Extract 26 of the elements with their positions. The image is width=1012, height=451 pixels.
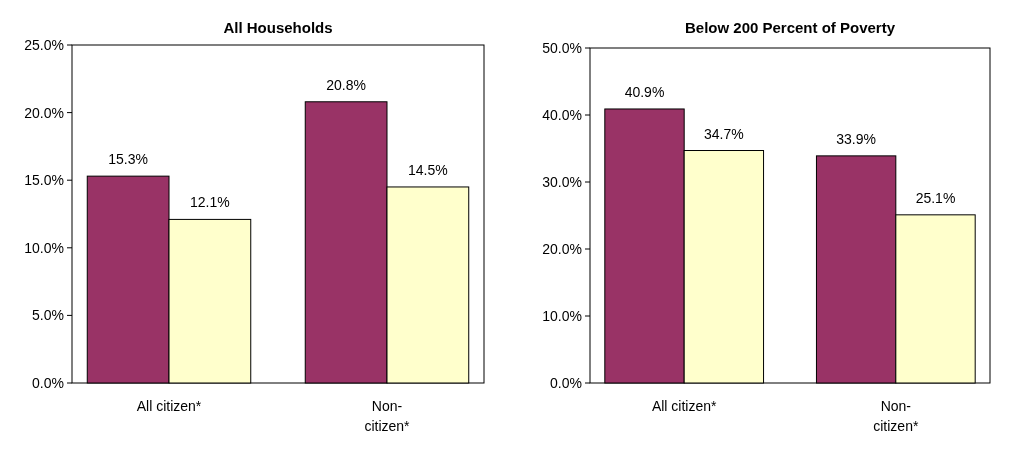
data-label: 34.7% <box>704 125 744 142</box>
y-tick-label: 20.0% <box>542 240 582 257</box>
x-tick-label: Non-citizen* <box>364 398 411 434</box>
chart-title: All Households <box>223 19 333 36</box>
y-tick-label: 0.0% <box>32 374 64 391</box>
x-tick-label: Non-citizen* <box>873 398 919 434</box>
x-tick-label: All citizen* <box>651 398 718 414</box>
y-tick-label: 10.0% <box>24 239 64 256</box>
y-tick-label: 10.0% <box>542 307 582 324</box>
data-label: 25.1% <box>915 189 956 206</box>
chart-title: Below 200 Percent of Poverty <box>684 19 896 36</box>
data-label: 14.5% <box>408 161 448 178</box>
data-label: 15.3% <box>108 151 148 168</box>
y-tick-label: 25.0% <box>24 36 64 53</box>
x-tick-label: All citizen* <box>136 398 202 414</box>
y-tick-label: 40.0% <box>542 106 582 123</box>
y-tick-label: 15.0% <box>24 172 64 189</box>
y-tick-label: 0.0% <box>550 374 582 391</box>
y-tick-label: 50.0% <box>542 39 582 56</box>
data-label: 40.9% <box>624 83 665 100</box>
data-label: 33.9% <box>836 130 876 147</box>
data-label: 20.8% <box>326 76 366 93</box>
y-tick-label: 30.0% <box>542 173 582 190</box>
y-tick-label: 20.0% <box>24 104 64 121</box>
data-label: 12.1% <box>190 194 230 211</box>
y-tick-label: 5.0% <box>32 307 64 324</box>
